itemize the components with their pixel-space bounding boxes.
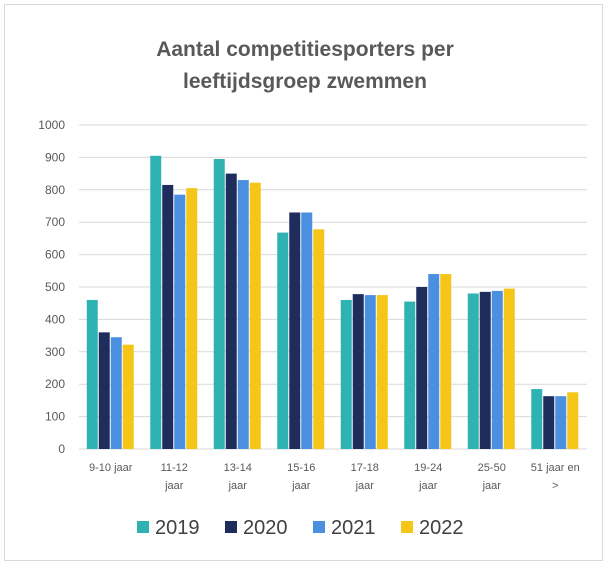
bar-2022-3: [313, 229, 325, 449]
bar-2020-3: [289, 212, 301, 449]
y-tick-label: 700: [45, 215, 65, 229]
y-tick-label: 200: [45, 377, 65, 391]
bar-2020-2: [225, 173, 237, 449]
x-tick-label: jaar: [355, 480, 375, 492]
bar-2022-4: [376, 295, 388, 449]
bar-2019-2: [213, 159, 225, 449]
bar-2021-2: [237, 180, 249, 449]
legend: 2019 2020 2021 2022: [137, 517, 464, 539]
x-tick-label: 15-16: [287, 462, 315, 474]
bar-2020-6: [479, 291, 491, 449]
y-tick-label: 300: [45, 345, 65, 359]
bar-2021-3: [301, 212, 313, 449]
y-tick-label: 1000: [38, 118, 65, 132]
y-tick-label: 600: [45, 248, 65, 262]
y-tick-label: 400: [45, 312, 65, 326]
bar-2020-1: [162, 184, 174, 449]
legend-swatch: [401, 521, 413, 533]
bar-2022-0: [122, 344, 134, 449]
x-tick-label: 13-14: [224, 462, 252, 474]
bar-2019-4: [340, 299, 352, 449]
bar-2019-1: [150, 155, 162, 449]
chart-title-line: leeftijdsgroep zwemmen: [183, 70, 427, 93]
bar-2019-5: [404, 301, 416, 449]
bar-2022-5: [440, 274, 452, 449]
chart-title-line: Aantal competitiesporters per: [156, 38, 454, 61]
bars: [86, 155, 579, 449]
bar-2021-0: [110, 337, 122, 449]
y-tick-label: 900: [45, 150, 65, 164]
x-axis-ticks: 9-10 jaar 11-12 jaar 13-14 jaar 15-16 jaar 17-1…: [89, 462, 580, 492]
x-tick-label: 9-10 jaar: [89, 462, 133, 474]
legend-swatch: [225, 521, 237, 533]
legend-label: 2019: [155, 517, 200, 539]
x-tick-label: 19-24: [414, 462, 442, 474]
legend-swatch: [313, 521, 325, 533]
bar-2020-7: [543, 396, 555, 449]
x-tick-label: jaar: [482, 480, 502, 492]
legend-item: 2019: [137, 517, 200, 539]
bar-2020-4: [352, 294, 364, 449]
legend-item: 2021: [313, 517, 376, 539]
x-tick-label: 17-18: [351, 462, 379, 474]
chart-frame: Aantal competitiesporters per leeftijdsgr…: [4, 4, 603, 561]
chart-title: Aantal competitiesporters per leeftijdsgr…: [156, 38, 454, 93]
x-tick-label: 51 jaar en: [531, 462, 580, 474]
x-tick-label: jaar: [228, 480, 248, 492]
legend-swatch: [137, 521, 149, 533]
bar-2021-7: [555, 396, 567, 449]
bar-2022-6: [503, 288, 515, 449]
bar-2021-5: [428, 274, 440, 449]
legend-label: 2021: [331, 517, 376, 539]
bar-2022-1: [186, 188, 198, 449]
y-tick-label: 500: [45, 280, 65, 294]
bar-2019-0: [86, 299, 98, 449]
bar-2021-1: [174, 194, 186, 449]
bar-2022-2: [249, 182, 261, 449]
x-tick-label: jaar: [291, 480, 311, 492]
legend-label: 2022: [419, 517, 464, 539]
x-tick-label: jaar: [418, 480, 438, 492]
bar-2019-6: [467, 293, 479, 449]
x-tick-label: 25-50: [478, 462, 506, 474]
bar-2020-0: [98, 332, 110, 449]
x-tick-label: >: [552, 480, 558, 492]
legend-label: 2020: [243, 517, 288, 539]
x-tick-label: jaar: [164, 480, 184, 492]
x-tick-label: 11-12: [161, 462, 188, 474]
bar-2021-6: [491, 290, 503, 449]
bar-2019-7: [531, 389, 543, 449]
y-tick-label: 100: [45, 410, 65, 424]
bar-2020-5: [416, 287, 428, 449]
legend-item: 2020: [225, 517, 288, 539]
bar-chart: Aantal competitiesporters per leeftijdsgr…: [38, 38, 587, 539]
y-axis-ticks: 0 100 200 300 400 500 600 700 800 900 1000: [38, 118, 65, 456]
y-tick-label: 800: [45, 183, 65, 197]
y-tick-label: 0: [58, 442, 65, 456]
bar-2019-3: [277, 232, 289, 449]
legend-item: 2022: [401, 517, 464, 539]
bar-2022-7: [567, 392, 579, 449]
bar-2021-4: [364, 295, 376, 449]
